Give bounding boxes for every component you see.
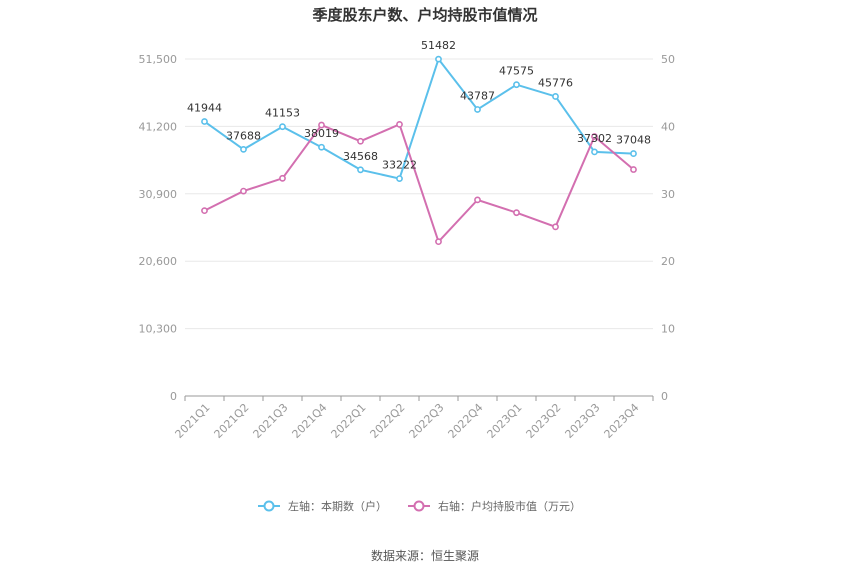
series-point-0[interactable] <box>630 150 637 157</box>
series-line-1 <box>204 123 635 244</box>
left-tick-label: 30,900 <box>139 188 178 201</box>
x-tick-label: 2023Q3 <box>563 401 603 441</box>
right-tick-label: 30 <box>661 188 675 201</box>
series-point-0[interactable] <box>201 118 208 125</box>
series-point-1[interactable] <box>279 174 286 182</box>
series-point-0[interactable] <box>435 55 442 63</box>
data-label: 33222 <box>382 159 417 172</box>
left-tick-label: 20,600 <box>139 255 178 268</box>
left-axis-ticks: 0 10,300 20,600 30,900 41,200 51,500 <box>139 53 178 403</box>
right-tick-label: 50 <box>661 53 675 66</box>
right-tick-label: 20 <box>661 255 675 268</box>
right-tick-label: 10 <box>661 323 675 336</box>
series-point-0[interactable] <box>552 93 559 100</box>
series-point-1[interactable] <box>357 137 364 145</box>
x-tick-label: 2021Q3 <box>251 401 291 441</box>
data-label: 34568 <box>343 150 378 163</box>
x-tick-label: 2022Q3 <box>407 401 447 441</box>
right-tick-label: 40 <box>661 120 675 133</box>
series-point-1[interactable] <box>240 187 247 195</box>
data-label: 37688 <box>226 129 261 142</box>
series-point-1[interactable] <box>318 121 325 129</box>
left-tick-label: 51,500 <box>139 53 178 66</box>
x-tick-label: 2023Q4 <box>602 401 642 441</box>
legend-item-1[interactable]: 右轴：户均持股市值（万元） <box>408 499 581 513</box>
x-tick-label: 2023Q2 <box>524 401 564 441</box>
series-point-1[interactable] <box>435 238 442 246</box>
series-point-1[interactable] <box>630 166 637 173</box>
data-label: 37302 <box>577 132 612 145</box>
chart-title: 季度股东户数、户均持股市值情况 <box>312 6 537 24</box>
x-tick-label: 2022Q1 <box>329 401 369 441</box>
legend-label: 右轴：户均持股市值（万元） <box>438 499 581 513</box>
left-tick-label: 41,200 <box>139 120 178 133</box>
data-label: 37048 <box>616 134 651 147</box>
series-point-1[interactable] <box>474 196 481 204</box>
series-layer <box>201 55 637 246</box>
series-point-0[interactable] <box>474 106 481 113</box>
grid-lines <box>185 58 653 330</box>
legend-item-0[interactable]: 左轴：本期数（户） <box>258 499 387 513</box>
series-point-0[interactable] <box>396 175 403 183</box>
data-label: 47575 <box>499 65 534 78</box>
data-label: 41944 <box>187 102 222 115</box>
series-line-0 <box>203 57 634 180</box>
legend[interactable]: 左轴：本期数（户） 右轴：户均持股市值（万元） <box>258 499 581 513</box>
series-point-0[interactable] <box>357 166 364 174</box>
series-point-1[interactable] <box>552 223 559 231</box>
x-tick-label: 2022Q2 <box>368 401 408 441</box>
series-point-0[interactable] <box>591 148 598 156</box>
right-tick-label: 0 <box>661 390 668 403</box>
series-point-1[interactable] <box>396 120 403 128</box>
legend-label: 左轴：本期数（户） <box>288 499 387 513</box>
data-label: 51482 <box>421 39 456 52</box>
right-axis-ticks: 0 10 20 30 40 50 <box>661 53 675 403</box>
series-point-1[interactable] <box>201 207 208 215</box>
x-tick-label: 2023Q1 <box>485 401 525 441</box>
series-point-1[interactable] <box>591 133 598 140</box>
left-tick-label: 10,300 <box>139 323 178 336</box>
source-note: 数据来源：恒生聚源 <box>371 548 479 563</box>
data-labels: 41944 37688 41153 38019 34568 33222 51482 43787… <box>187 39 651 171</box>
x-tick-label: 2021Q2 <box>212 401 252 441</box>
left-tick-label: 0 <box>170 390 177 403</box>
series-point-0[interactable] <box>513 81 520 89</box>
data-label: 38019 <box>304 127 339 140</box>
series-point-1[interactable] <box>513 209 520 217</box>
x-tick-label: 2022Q4 <box>446 401 486 441</box>
data-label: 41153 <box>265 107 300 120</box>
series-point-0[interactable] <box>318 143 325 151</box>
legend-swatch-marker <box>263 500 275 512</box>
x-tick-label: 2021Q4 <box>290 401 330 441</box>
x-axis: 2021Q12021Q22021Q32021Q42022Q12022Q22022… <box>173 395 654 441</box>
data-label: 45776 <box>538 76 573 89</box>
data-label: 43787 <box>460 89 495 102</box>
legend-swatch-marker <box>413 500 425 512</box>
series-point-0[interactable] <box>279 123 286 131</box>
x-tick-label: 2021Q1 <box>173 401 213 441</box>
series-point-0[interactable] <box>240 145 247 153</box>
